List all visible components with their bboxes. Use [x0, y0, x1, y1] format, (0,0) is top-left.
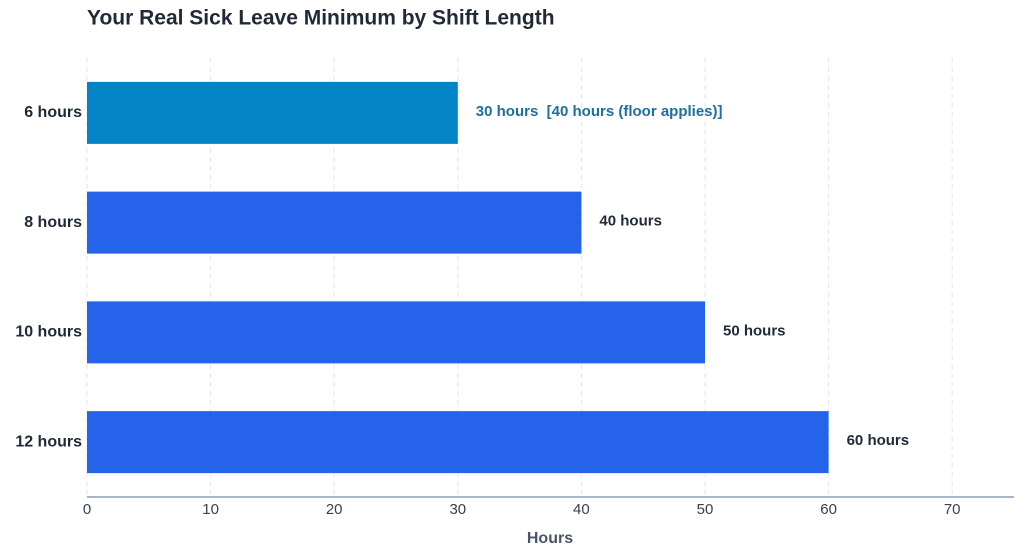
bar — [87, 191, 582, 254]
chart-title: Your Real Sick Leave Minimum by Shift Le… — [87, 7, 555, 30]
x-tick-label: 50 — [697, 501, 714, 518]
x-tick-label: 60 — [820, 501, 837, 518]
bar — [87, 301, 705, 364]
x-tick-label: 20 — [326, 501, 343, 518]
value-label: 30 hours [40 hours (floor applies)] — [476, 103, 723, 120]
value-label: 40 hours — [599, 213, 662, 230]
value-label: 50 hours — [723, 322, 786, 339]
bar — [87, 411, 829, 474]
x-tick-label: 40 — [573, 501, 590, 518]
y-tick-label: 12 hours — [15, 433, 82, 450]
value-label: 60 hours — [847, 432, 910, 449]
y-tick-label: 6 hours — [24, 104, 82, 121]
y-tick-label: 8 hours — [24, 214, 82, 231]
y-tick-label: 10 hours — [15, 324, 82, 341]
x-tick-label: 70 — [944, 501, 961, 518]
x-tick-label: 0 — [83, 501, 91, 518]
bar — [87, 81, 458, 144]
x-tick-label: 10 — [202, 501, 219, 518]
x-tick-label: 30 — [449, 501, 466, 518]
x-axis-label: Hours — [527, 530, 573, 547]
